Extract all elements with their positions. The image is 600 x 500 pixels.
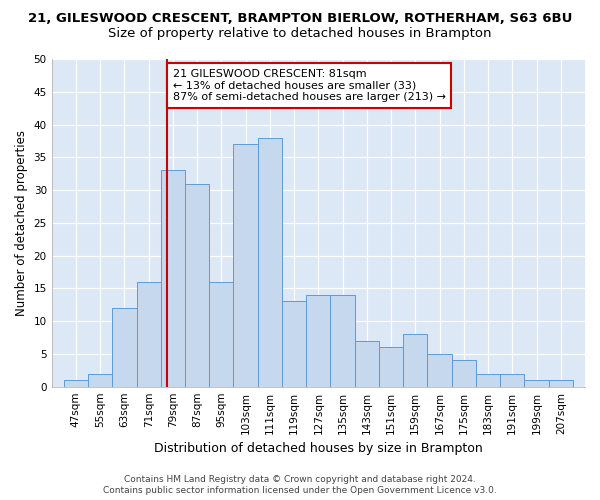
Bar [161, 170, 185, 386]
Bar [548, 380, 573, 386]
Bar [185, 184, 209, 386]
Text: Contains public sector information licensed under the Open Government Licence v3: Contains public sector information licen… [103, 486, 497, 495]
Bar [112, 308, 137, 386]
Bar [331, 295, 355, 386]
Bar [64, 380, 88, 386]
Bar [282, 302, 306, 386]
Bar [524, 380, 548, 386]
Bar [137, 282, 161, 387]
Bar [476, 374, 500, 386]
Y-axis label: Number of detached properties: Number of detached properties [15, 130, 28, 316]
Text: Contains HM Land Registry data © Crown copyright and database right 2024.: Contains HM Land Registry data © Crown c… [124, 475, 476, 484]
Bar [88, 374, 112, 386]
X-axis label: Distribution of detached houses by size in Brampton: Distribution of detached houses by size … [154, 442, 483, 455]
Bar [233, 144, 258, 386]
Text: Size of property relative to detached houses in Brampton: Size of property relative to detached ho… [108, 28, 492, 40]
Bar [427, 354, 452, 386]
Bar [452, 360, 476, 386]
Text: 21, GILESWOOD CRESCENT, BRAMPTON BIERLOW, ROTHERHAM, S63 6BU: 21, GILESWOOD CRESCENT, BRAMPTON BIERLOW… [28, 12, 572, 26]
Text: 21 GILESWOOD CRESCENT: 81sqm
← 13% of detached houses are smaller (33)
87% of se: 21 GILESWOOD CRESCENT: 81sqm ← 13% of de… [173, 69, 446, 102]
Bar [306, 295, 331, 386]
Bar [355, 341, 379, 386]
Bar [500, 374, 524, 386]
Bar [258, 138, 282, 386]
Bar [379, 348, 403, 387]
Bar [403, 334, 427, 386]
Bar [209, 282, 233, 387]
